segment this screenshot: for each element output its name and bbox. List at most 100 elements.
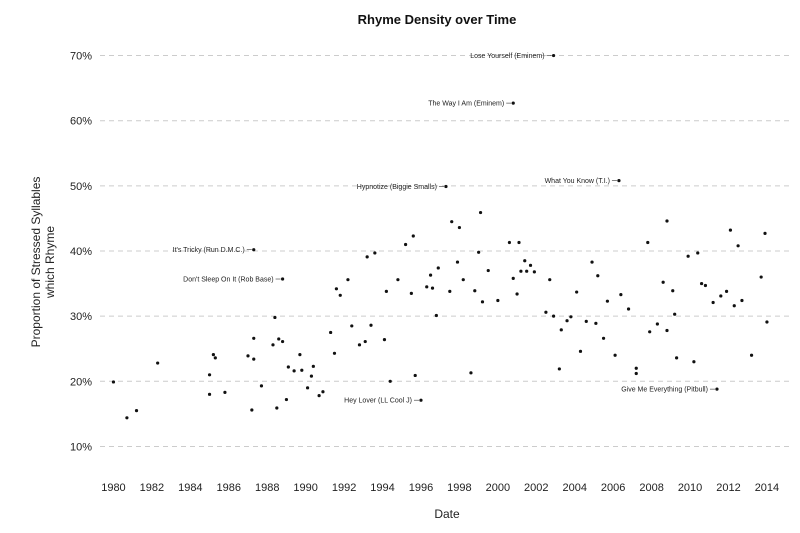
data-points	[111, 210, 769, 420]
data-point	[569, 315, 573, 319]
data-point	[271, 343, 275, 347]
data-point	[605, 299, 610, 303]
x-tick-label: 2010	[678, 482, 702, 494]
data-point	[601, 336, 606, 340]
data-point	[207, 373, 212, 377]
data-point	[584, 319, 588, 323]
data-point	[156, 361, 160, 365]
x-tick-label: 2014	[755, 482, 779, 494]
data-point	[469, 371, 473, 375]
data-point	[384, 289, 388, 293]
chart-title: Rhyme Density over Time	[358, 12, 517, 27]
data-point	[578, 349, 583, 353]
data-point	[388, 379, 392, 383]
data-point	[246, 354, 250, 358]
data-point	[532, 270, 536, 274]
x-tick-label: 1990	[293, 482, 317, 494]
data-point	[125, 416, 129, 420]
data-point	[519, 269, 523, 273]
x-tick-label: 1980	[101, 482, 125, 494]
data-point	[317, 394, 321, 398]
y-tick-label: 30%	[70, 311, 92, 323]
data-point	[544, 310, 548, 314]
data-point	[724, 289, 729, 293]
data-point	[686, 254, 690, 258]
data-point	[634, 371, 638, 376]
data-point	[711, 300, 715, 305]
data-point	[430, 286, 435, 290]
data-point	[111, 380, 116, 384]
data-point	[259, 384, 264, 388]
data-point	[548, 278, 552, 282]
x-tick-label: 2004	[562, 482, 586, 494]
data-point	[357, 343, 362, 347]
data-point	[461, 278, 465, 282]
annotated-point	[715, 387, 719, 391]
data-point	[250, 408, 254, 412]
data-point	[759, 275, 763, 279]
data-point	[478, 210, 483, 215]
data-point	[673, 312, 677, 316]
data-point	[286, 365, 290, 369]
x-tick-label: 1998	[447, 482, 471, 494]
annotation-label: What You Know (T.I.)	[545, 178, 610, 185]
data-point	[223, 390, 227, 394]
data-point	[507, 240, 511, 245]
data-point	[334, 287, 339, 291]
annotated-point	[617, 179, 621, 183]
y-axis-label-line-1: Proportion of Stressed Syllables	[29, 177, 43, 348]
annotated-point	[511, 101, 515, 105]
data-point	[332, 351, 337, 355]
data-point	[298, 352, 302, 357]
annotated-point	[419, 398, 423, 402]
annotation-label: The Way I Am (Eminem)	[428, 101, 504, 108]
data-point	[273, 315, 277, 320]
data-point	[740, 298, 744, 303]
data-point	[477, 250, 481, 254]
annotation-label: Lose Yourself (Eminem)	[470, 53, 544, 60]
data-point	[763, 231, 767, 236]
data-point	[528, 263, 533, 267]
x-axis-label: Date	[434, 507, 460, 521]
data-point	[346, 278, 350, 282]
data-point	[648, 330, 652, 334]
data-point	[277, 337, 281, 341]
annotations: Lose Yourself (Eminem) The Way I Am (Emin…	[173, 53, 719, 405]
data-point	[350, 324, 354, 328]
x-tick-label: 2012	[716, 482, 740, 494]
data-point	[338, 293, 342, 297]
data-point	[300, 368, 304, 372]
data-point	[292, 369, 296, 373]
x-tick-label: 1982	[140, 482, 164, 494]
data-point	[551, 314, 556, 318]
data-point	[321, 390, 325, 394]
data-point	[557, 367, 561, 371]
x-tick-label: 1984	[178, 482, 202, 494]
data-point	[675, 356, 679, 360]
data-point	[699, 281, 704, 286]
data-point	[525, 269, 529, 273]
data-point	[596, 274, 600, 278]
data-point	[719, 294, 723, 298]
data-point	[565, 319, 569, 323]
x-axis-ticks: 1980 1982 1984 1986 1988 1990 1992 1994 1996 1998…	[101, 482, 779, 494]
y-axis-ticks: 10% 20% 30% 40% 50% 60% 70%	[70, 51, 92, 454]
data-point	[450, 220, 454, 224]
y-tick-label: 50%	[70, 181, 92, 193]
data-point	[517, 240, 521, 245]
data-point	[473, 289, 477, 293]
data-point	[671, 289, 675, 293]
data-point	[613, 353, 617, 357]
data-point	[428, 273, 433, 277]
y-tick-label: 70%	[70, 51, 92, 63]
data-point	[575, 290, 579, 294]
data-point	[275, 406, 279, 410]
annotated-point	[444, 184, 448, 189]
data-point	[732, 304, 736, 308]
data-point	[515, 292, 519, 296]
data-point	[728, 228, 733, 232]
data-point	[736, 244, 740, 248]
data-point	[665, 328, 669, 333]
data-point	[211, 352, 215, 357]
